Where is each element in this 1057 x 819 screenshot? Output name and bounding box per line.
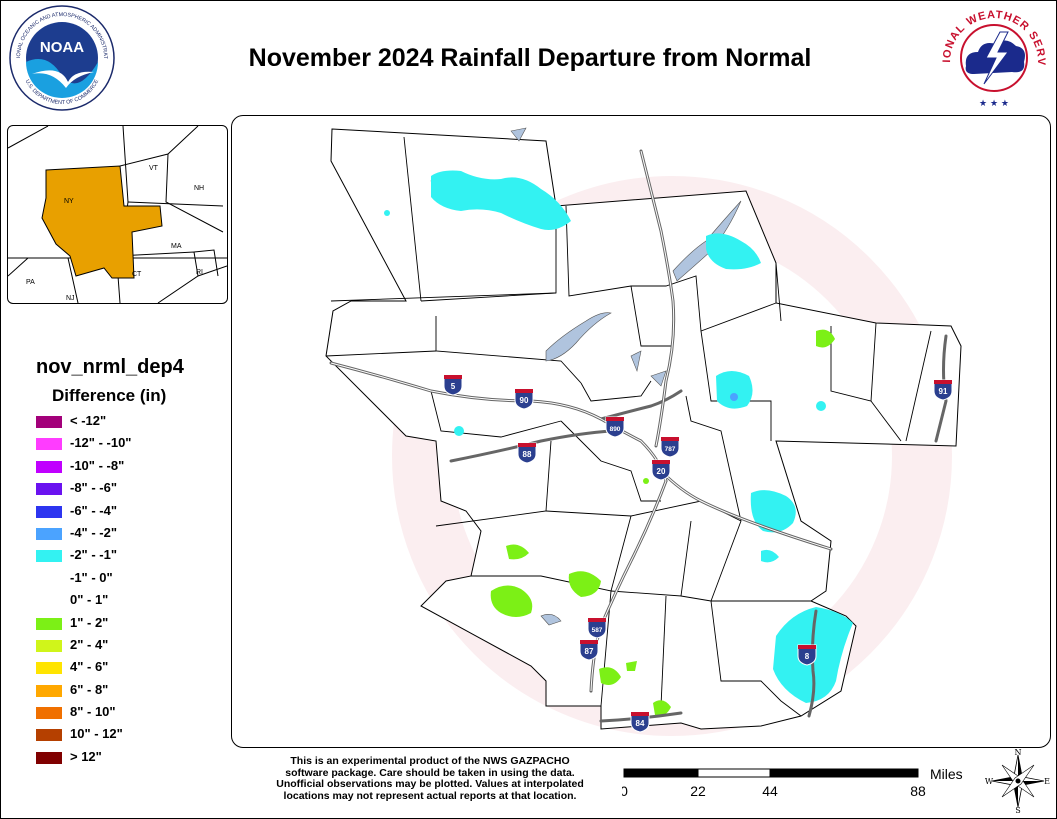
scale-segment: [697, 768, 771, 778]
compass-n: N: [1015, 748, 1022, 757]
legend-swatch: [36, 595, 62, 608]
inset-highlight-region: [41, 165, 163, 279]
legend-swatch: [36, 639, 62, 652]
highway-shield-88: 88: [517, 442, 537, 464]
legend-subtitle: Difference (in): [52, 386, 167, 405]
legend-swatch: [36, 527, 62, 540]
inset-label-nj: NJ: [66, 295, 75, 302]
compass-s: S: [1015, 806, 1020, 815]
legend-label: < -12": [70, 413, 107, 428]
scale-segment: [769, 768, 919, 778]
legend-label: -6" - -4": [70, 502, 117, 518]
disclaimer-line: locations may not represent actual repor…: [283, 789, 577, 802]
inset-label-ri: RI: [196, 269, 203, 276]
county-map: 5 90 88 890 787 20 87 587 84 8 91: [325, 127, 962, 733]
highway-shield-5: 5: [443, 374, 463, 396]
highway-shield-8: 8: [797, 644, 817, 666]
scale-tick: 44: [762, 783, 778, 799]
inset-label-ny: NY: [64, 198, 74, 205]
highway-shield-87: 87: [579, 639, 599, 661]
inset-map-svg: NY VT NH MA CT RI PA NJ: [8, 126, 227, 303]
compass-e: E: [1044, 777, 1050, 786]
highway-shield-587: 587: [587, 617, 607, 639]
disclaimer: This is an experimental product of the N…: [250, 755, 610, 802]
main-map: 5 90 88 890 787 20 87 587 84 8 91: [231, 115, 1051, 748]
scale-tick: 88: [910, 783, 926, 799]
highway-shield-label: 84: [636, 719, 645, 728]
highway-shield-label: 5: [451, 382, 456, 391]
highway-shield-20: 20: [651, 459, 671, 481]
legend-swatch: [36, 550, 62, 563]
legend-label: -2" - -1": [70, 547, 117, 563]
page-title: November 2024 Rainfall Departure from No…: [248, 44, 812, 72]
inset-label-vt: VT: [149, 165, 159, 172]
legend-label: > 12": [70, 748, 102, 764]
highway-shield-890: 890: [605, 416, 625, 438]
scale-tick: 22: [690, 783, 706, 799]
legend-swatch: [36, 684, 62, 697]
legend-swatch: [36, 416, 62, 428]
highway-shield-label: 88: [523, 450, 532, 459]
legend-swatch: [36, 438, 62, 451]
inset-map: NY VT NH MA CT RI PA NJ: [7, 125, 228, 304]
noaa-logo: NOAA NATIONAL OCEANIC AND ATMOSPHERIC AD…: [8, 4, 115, 111]
legend-label: 6" - 8": [70, 681, 109, 697]
legend-swatch: [36, 751, 62, 764]
legend-label: -1" - 0": [70, 569, 113, 585]
legend-label: -8" - -6": [70, 480, 117, 496]
legend-label: 2" - 4": [70, 636, 109, 652]
disclaimer-line: This is an experimental product of the N…: [290, 755, 570, 767]
legend-label: -12" - -10": [70, 435, 132, 451]
compass-w: W: [985, 777, 994, 786]
highway-shields: 5 90 88 890 787 20 87 587 84 8 91: [443, 374, 953, 733]
highway-shield-787: 787: [660, 436, 680, 458]
highway-shield-label: 87: [585, 647, 594, 656]
highway-shield-label: 90: [520, 396, 529, 405]
inset-label-pa: PA: [26, 279, 35, 286]
inset-label-nh: NH: [194, 185, 204, 192]
legend-label: 8" - 10": [70, 704, 116, 720]
inset-label-ct: CT: [132, 271, 142, 278]
highway-shield-label: 91: [939, 387, 948, 396]
legend-swatch: [36, 617, 62, 630]
noaa-center-text: NOAA: [40, 39, 84, 56]
legend-title: nov_nrml_dep4: [36, 356, 184, 378]
inset-label-ma: MA: [171, 243, 182, 250]
highway-shield-label: 890: [610, 426, 621, 433]
scale-unit: Miles: [930, 766, 963, 782]
legend-swatch: [36, 460, 62, 473]
legend-label: 10" - 12": [70, 726, 123, 742]
legend-swatch: [36, 505, 62, 518]
scale-bar: Miles 0 22 44 88: [622, 766, 963, 799]
nws-logo: NATIONAL WEATHER SERVICE ★ ★ ★: [938, 2, 1048, 112]
highway-shield-91: 91: [933, 379, 953, 401]
legend-label: 4" - 6": [70, 659, 109, 675]
legend-swatch: [36, 729, 62, 742]
legend-swatch: [36, 572, 62, 585]
disclaimer-line: Unofficial observations may be plotted. …: [276, 778, 584, 790]
compass-rose-icon: N S E W: [985, 748, 1050, 815]
highway-shield-90: 90: [514, 388, 534, 410]
legend-label: -4" - -2": [70, 524, 117, 540]
scale-tick: 0: [622, 783, 628, 799]
legend-swatch: [36, 483, 62, 496]
legend-label: -10" - -8": [70, 457, 125, 473]
rainfall-patches: [384, 170, 853, 716]
disclaimer-line: software package. Care should be taken i…: [285, 766, 575, 779]
nws-stars: ★ ★ ★: [979, 99, 1009, 109]
legend-label: 0" - 1": [70, 592, 109, 608]
scale-segment: [623, 768, 699, 778]
legend-label: 1" - 2": [70, 614, 109, 630]
highway-shield-label: 20: [657, 467, 666, 476]
legend-swatch: [36, 662, 62, 675]
legend-swatch: [36, 707, 62, 720]
highway-shield-label: 587: [592, 627, 603, 634]
highway-shield-84: 84: [630, 711, 650, 733]
highway-shield-label: 8: [805, 652, 810, 661]
main-map-svg: 5 90 88 890 787 20 87 587 84 8 91: [325, 127, 962, 736]
highway-shield-label: 787: [665, 446, 676, 453]
